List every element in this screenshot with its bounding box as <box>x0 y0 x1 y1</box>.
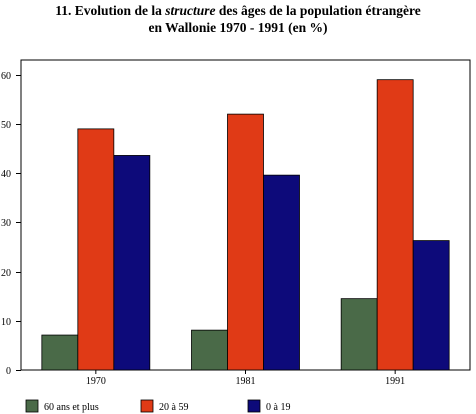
bar-60-ans-et-plus-1981 <box>191 329 228 371</box>
y-tick-label: 50 <box>1 120 11 131</box>
y-tick-label: 10 <box>1 317 11 328</box>
bar-20-à-59-1981 <box>227 113 264 371</box>
bar-60-ans-et-plus-1991 <box>340 298 378 371</box>
legend-swatch <box>25 399 39 413</box>
bar-0-à-19-1981 <box>263 174 300 371</box>
bar-0-à-19-1970 <box>113 155 151 371</box>
y-tick-label: 40 <box>1 169 11 180</box>
bar-60-ans-et-plus-1970 <box>41 334 79 371</box>
title-text-italic: structure <box>165 3 216 18</box>
x-tick-label: 1970 <box>86 376 106 387</box>
y-tick-label: 60 <box>1 71 11 82</box>
title-text-b: des âges de la population étrangère <box>218 3 421 18</box>
legend-swatch <box>140 399 154 413</box>
legend-swatch <box>247 399 261 413</box>
bar-20-à-59-1991 <box>376 79 414 371</box>
y-tick-label: 0 <box>6 366 11 377</box>
y-tick-label: 20 <box>1 268 11 279</box>
title-line-2: en Wallonie 1970 - 1991 (en %) <box>148 20 328 35</box>
title-number: 11. <box>55 3 72 18</box>
bar-20-à-59-1970 <box>77 128 115 371</box>
title-line-1: 11. Evolution de la structure des âges d… <box>0 2 476 19</box>
x-tick-label: 1991 <box>385 376 405 387</box>
legend-label: 20 à 59 <box>159 402 188 413</box>
legend-label: 60 ans et plus <box>44 402 99 413</box>
y-tick-label: 30 <box>1 218 11 229</box>
bar-0-à-19-1991 <box>412 240 450 371</box>
legend-label: 0 à 19 <box>266 402 290 413</box>
chart-title: 11. Evolution de la structure des âges d… <box>0 2 476 36</box>
x-tick-label: 1981 <box>236 376 256 387</box>
title-text-a: Evolution de la <box>74 3 162 18</box>
